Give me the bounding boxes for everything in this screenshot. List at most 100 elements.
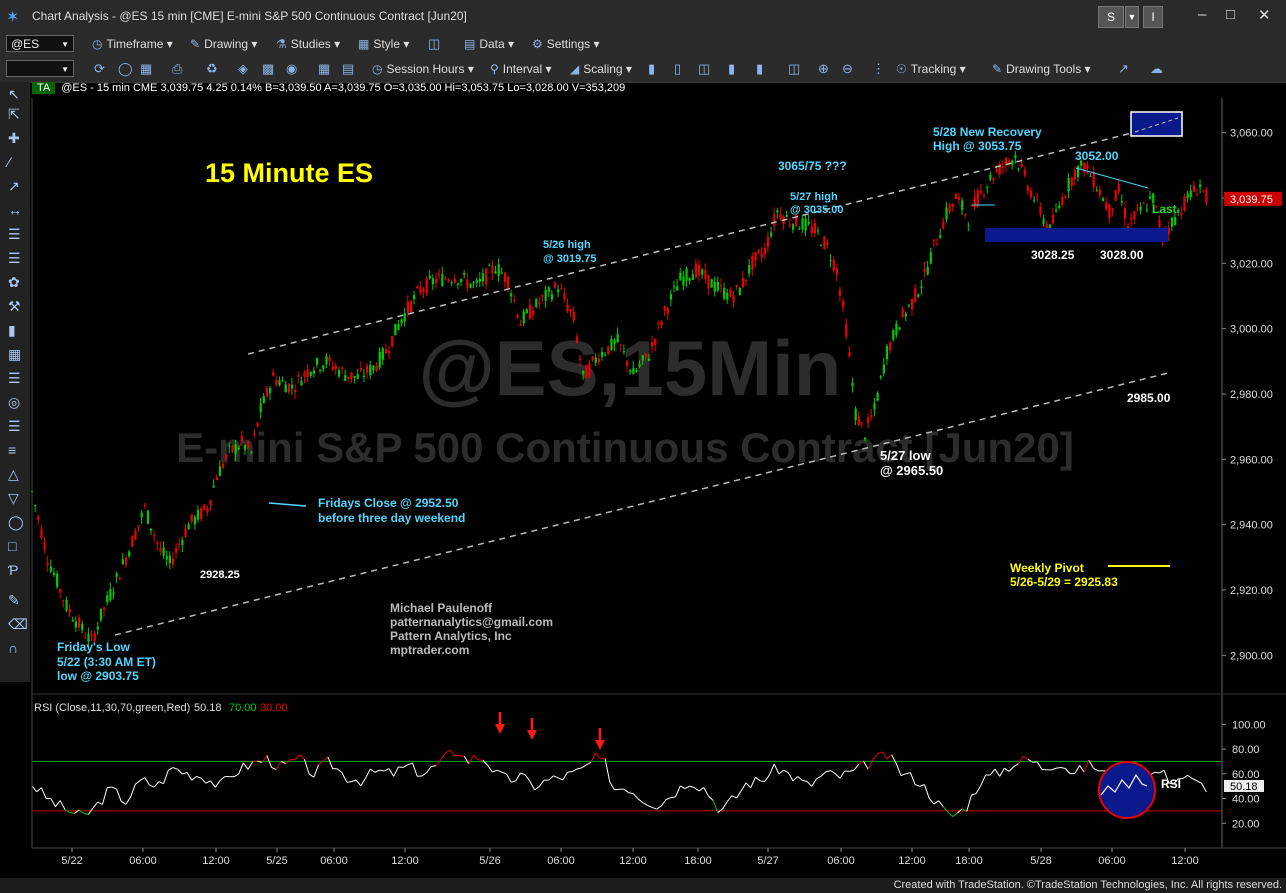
eye-icon[interactable]: ◉	[286, 61, 298, 76]
layout-icon[interactable]: ◫	[428, 36, 441, 51]
s-dropdown-icon[interactable]: ▼	[1125, 6, 1139, 28]
select-icon[interactable]: ⇱	[8, 106, 20, 122]
candle-body	[1136, 207, 1139, 209]
candle-body	[842, 301, 845, 308]
drawing-tools-menu[interactable]: ✎ Drawing Tools ▾	[992, 62, 1091, 76]
pointer-icon[interactable]: ↖	[8, 86, 20, 102]
rsi-last-box	[1224, 779, 1264, 792]
box-chart-icon[interactable]: ◫	[698, 61, 711, 76]
secondary-toolbar: ▼ ⟳ ◯ ▦ ⎙ ♻ ◈ ▩ ◉ ▦ ▤ ◷ Session Hours ▾ ⚲…	[0, 57, 1286, 83]
candle-body	[215, 477, 218, 481]
image-icon[interactable]: ▩	[262, 61, 275, 76]
candle-body	[961, 200, 964, 211]
minimize-button[interactable]: –	[1198, 6, 1207, 23]
circle-icon[interactable]: ◯	[118, 61, 133, 76]
rsi-segment	[135, 780, 141, 785]
cloud-icon[interactable]: ☁	[1150, 61, 1163, 76]
zoom-in-icon[interactable]: ⊕	[818, 61, 829, 76]
candle-chart-icon[interactable]: ▯	[674, 61, 682, 76]
export-icon[interactable]: ↗	[1118, 61, 1129, 76]
ray-icon[interactable]: ↗	[8, 178, 20, 194]
main-toolbar: @ES ▼ ◷ Timeframe ▾ ✎ Drawing ▾ ⚗ Studies ▾ …	[0, 32, 1286, 58]
pitchfork-icon[interactable]: ⚒	[8, 298, 21, 314]
volume-chart-icon[interactable]: ▮	[728, 61, 736, 76]
interval-input[interactable]: ▼	[6, 60, 74, 77]
hist-chart-icon[interactable]: ▮	[756, 61, 764, 76]
zoom-out-icon[interactable]: ⊖	[842, 61, 853, 76]
label-tool-icon[interactable]: Ƥ	[8, 562, 19, 578]
ellipse-tool-icon[interactable]: ◯	[8, 514, 24, 530]
session-hours-menu[interactable]: ◷ Session Hours ▾	[372, 62, 474, 76]
candle-body	[397, 324, 400, 330]
rsi-segment	[1107, 771, 1113, 785]
print-icon[interactable]: ⎙	[172, 61, 183, 76]
tracking-menu[interactable]: ☉ Tracking ▾	[896, 62, 966, 76]
channel-icon[interactable]: ☰	[8, 226, 21, 242]
symbol-dropdown-icon[interactable]: ▼	[61, 40, 69, 49]
trendline-icon[interactable]: ∕	[8, 154, 11, 170]
arrow-down-tool-icon[interactable]: ▽	[8, 490, 19, 506]
chart-link-icon[interactable]: ◈	[238, 61, 248, 76]
bars-tool-icon[interactable]: ▮	[8, 322, 16, 338]
dots-icon[interactable]: ⋮	[872, 61, 885, 76]
rsi-segment	[1022, 755, 1029, 760]
interval-menu[interactable]: ⚲ Interval ▾	[490, 62, 552, 76]
s-button[interactable]: S	[1098, 6, 1124, 28]
settings-menu[interactable]: ⚙ Settings ▾	[532, 37, 600, 51]
rectangle-tool-icon[interactable]: □	[8, 538, 17, 554]
bar-chart-icon[interactable]: ▮	[648, 61, 656, 76]
magnet-tool-icon[interactable]: ∩	[8, 640, 19, 656]
candle-body	[522, 311, 525, 324]
grid-icon[interactable]: ▦	[318, 61, 331, 76]
rsi-segment	[853, 763, 860, 771]
rsi-segment	[891, 754, 897, 764]
rsi-segment	[482, 760, 489, 766]
crosshair-icon[interactable]: ✚	[8, 130, 20, 146]
rsi-segment	[510, 780, 516, 783]
rsi-label: RSI	[1161, 777, 1181, 791]
studies-menu[interactable]: ⚗ Studies ▾	[276, 37, 341, 51]
rsi-segment	[806, 781, 813, 787]
lines-tool-icon[interactable]: ☰	[8, 370, 21, 386]
candle-body	[901, 309, 904, 317]
table-icon[interactable]: ▤	[342, 61, 355, 76]
eraser-tool-icon[interactable]: ⌫	[8, 616, 28, 632]
rsi-segment	[1112, 783, 1118, 790]
refresh-icon[interactable]: ⟳	[94, 61, 105, 76]
rsi-arrow-head	[495, 724, 505, 734]
interval-dropdown-icon[interactable]: ▼	[61, 65, 69, 74]
list-tool-icon[interactable]: ☰	[8, 418, 21, 434]
candle-body	[876, 393, 879, 401]
menu-button[interactable]: I	[1143, 6, 1163, 28]
calendar-icon[interactable]: ▦	[140, 61, 153, 76]
candle-body	[1164, 231, 1167, 235]
candle-body	[704, 270, 707, 280]
candle-body	[798, 228, 801, 230]
scaling-menu[interactable]: ◢ Scaling ▾	[570, 62, 632, 76]
rsi-segment	[463, 755, 470, 765]
horizontal-line-icon[interactable]: ↔	[8, 202, 22, 218]
timeframe-icon: ◷	[92, 37, 103, 51]
symbol-input[interactable]: @ES ▼	[6, 35, 74, 52]
drawing-menu[interactable]: ✎ Drawing ▾	[190, 37, 258, 51]
style-menu[interactable]: ▦ Style ▾	[358, 37, 410, 51]
gann-icon[interactable]: ✿	[8, 274, 20, 290]
grid-tool-icon[interactable]: ▦	[8, 346, 22, 362]
arrow-up-tool-icon[interactable]: △	[8, 466, 19, 482]
sync-icon[interactable]: ♻	[206, 61, 218, 76]
candle-body	[37, 516, 40, 520]
rsi-segment	[73, 809, 80, 814]
timeframe-menu[interactable]: ◷ Timeframe ▾	[92, 37, 173, 51]
close-button[interactable]: ✕	[1258, 7, 1271, 24]
candle-body	[597, 358, 601, 363]
data-menu[interactable]: ▤ Data ▾	[464, 37, 515, 51]
fib-icon[interactable]: ☰	[8, 250, 21, 266]
rsi-segment	[919, 784, 925, 787]
candle-body	[845, 323, 848, 337]
window-icon[interactable]: ◫	[788, 61, 801, 76]
target-icon[interactable]: ◎	[8, 394, 21, 410]
text-tool-icon[interactable]: ≡	[8, 442, 17, 458]
pen-tool-icon[interactable]: ✎	[8, 592, 20, 608]
maximize-button[interactable]: □	[1226, 6, 1236, 23]
candle-body	[926, 266, 929, 275]
